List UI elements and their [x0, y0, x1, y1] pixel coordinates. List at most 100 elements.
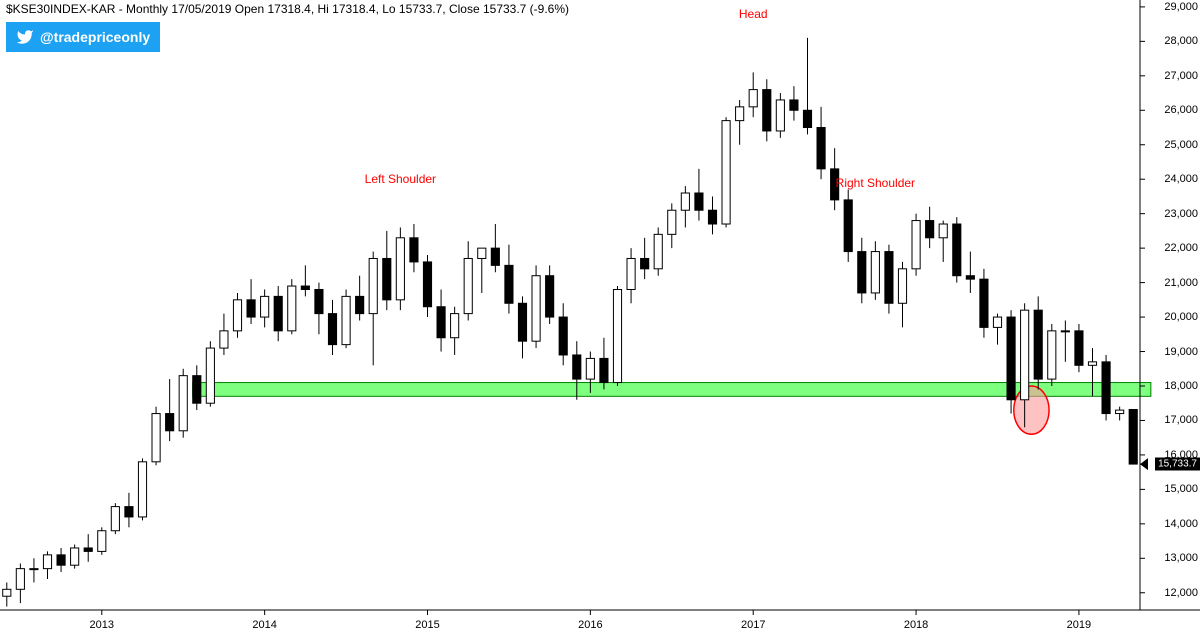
- twitter-handle-badge[interactable]: @tradepriceonly: [6, 22, 160, 52]
- y-axis-label: 26,000: [1164, 104, 1198, 116]
- candle: [1129, 409, 1137, 464]
- candle: [84, 548, 92, 551]
- candle: [98, 531, 106, 552]
- last-price-marker: 15,733.7: [1155, 458, 1200, 471]
- candle: [736, 107, 744, 121]
- candle: [342, 296, 350, 344]
- candle: [518, 303, 526, 341]
- x-axis-label: 2017: [741, 619, 765, 631]
- y-axis-label: 23,000: [1164, 208, 1198, 220]
- candle: [1021, 310, 1029, 400]
- candle: [966, 276, 974, 279]
- y-axis-label: 21,000: [1164, 277, 1198, 289]
- candle: [858, 252, 866, 293]
- candle: [505, 265, 513, 303]
- candle: [274, 296, 282, 330]
- candle: [1007, 317, 1015, 400]
- x-axis-label: 2016: [578, 619, 602, 631]
- twitter-icon: [16, 28, 34, 46]
- candle: [261, 296, 269, 317]
- y-axis-label: 18,000: [1164, 380, 1198, 392]
- candle: [532, 276, 540, 341]
- candle: [586, 358, 594, 379]
- candle: [451, 314, 459, 338]
- candle: [559, 317, 567, 355]
- candle: [749, 90, 757, 107]
- candle: [1048, 331, 1056, 379]
- y-axis-label: 29,000: [1164, 1, 1198, 13]
- candle: [423, 262, 431, 307]
- annotation-label: Right Shoulder: [836, 176, 915, 190]
- candle: [328, 314, 336, 345]
- candle: [1116, 410, 1124, 413]
- candle: [641, 258, 649, 268]
- candle: [166, 414, 174, 431]
- candle: [43, 555, 51, 569]
- candle: [885, 252, 893, 304]
- candle: [179, 376, 187, 431]
- candle: [16, 569, 24, 590]
- candle: [383, 258, 391, 299]
- candle: [600, 358, 608, 382]
- candle: [803, 110, 811, 127]
- candle: [844, 200, 852, 252]
- candle: [138, 462, 146, 517]
- candle: [898, 269, 906, 303]
- candle: [817, 128, 825, 169]
- candle: [288, 286, 296, 331]
- candle: [953, 224, 961, 276]
- candlestick-chart[interactable]: [0, 0, 1200, 631]
- annotation-label: Left Shoulder: [365, 172, 436, 186]
- twitter-handle-text: @tradepriceonly: [40, 29, 150, 45]
- candle: [1088, 362, 1096, 365]
- candle: [301, 286, 309, 289]
- candle: [613, 289, 621, 382]
- candle: [125, 507, 133, 517]
- y-axis-label: 24,000: [1164, 173, 1198, 185]
- candle: [478, 248, 486, 258]
- candle: [980, 279, 988, 327]
- x-axis-label: 2019: [1067, 619, 1091, 631]
- candle: [573, 355, 581, 379]
- y-axis-label: 25,000: [1164, 139, 1198, 151]
- candle: [912, 221, 920, 269]
- y-axis-label: 14,000: [1164, 518, 1198, 530]
- candle: [193, 376, 201, 404]
- candle: [708, 210, 716, 224]
- candle: [3, 589, 11, 596]
- x-axis-label: 2015: [415, 619, 439, 631]
- annotation-label: Head: [739, 7, 768, 21]
- candle: [546, 276, 554, 317]
- highlight-ellipse: [1014, 386, 1049, 434]
- candle: [220, 331, 228, 348]
- candle: [695, 193, 703, 210]
- candle: [1102, 362, 1110, 414]
- y-axis-label: 22,000: [1164, 242, 1198, 254]
- candle: [369, 258, 377, 313]
- candle: [315, 289, 323, 313]
- candle: [247, 300, 255, 317]
- candle: [233, 300, 241, 331]
- candle: [993, 317, 1001, 327]
- candle: [939, 224, 947, 238]
- candle: [790, 100, 798, 110]
- candle: [776, 100, 784, 131]
- candle: [57, 555, 65, 565]
- candle: [871, 252, 879, 293]
- candle: [1061, 331, 1069, 332]
- candle: [30, 569, 38, 570]
- y-axis-label: 19,000: [1164, 346, 1198, 358]
- x-axis-label: 2013: [90, 619, 114, 631]
- x-axis-label: 2014: [252, 619, 276, 631]
- candle: [356, 296, 364, 313]
- candle: [71, 548, 79, 565]
- y-axis-label: 12,000: [1164, 587, 1198, 599]
- candle: [396, 238, 404, 300]
- candle: [1034, 310, 1042, 379]
- chart-container: [0, 0, 1200, 631]
- candle: [1075, 331, 1083, 365]
- candle: [681, 193, 689, 210]
- candle: [654, 234, 662, 268]
- candle: [926, 221, 934, 238]
- y-axis-label: 17,000: [1164, 414, 1198, 426]
